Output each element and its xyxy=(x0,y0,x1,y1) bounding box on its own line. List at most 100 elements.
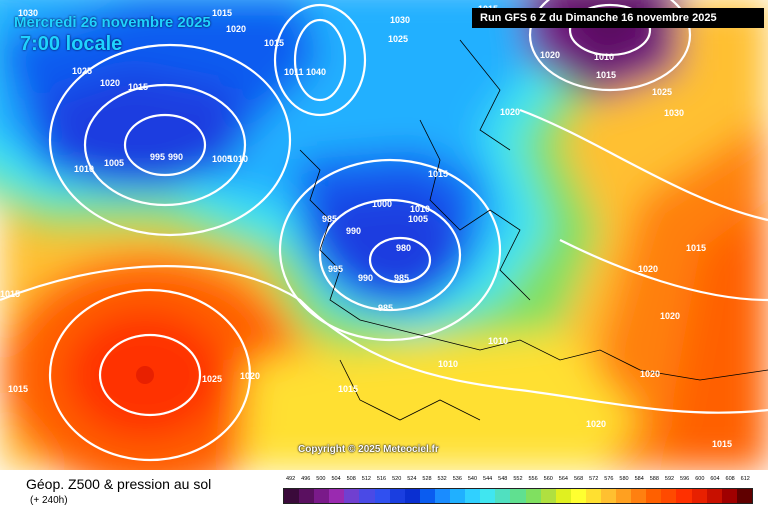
scale-tick-label: 608 xyxy=(725,476,735,482)
scale-color-swatch xyxy=(631,489,647,503)
isobar-label: 1015 xyxy=(264,38,284,48)
footer: Géop. Z500 & pression au sol (+ 240h) 49… xyxy=(0,470,768,512)
isobar-label: 1015 xyxy=(212,8,232,18)
scale-color-swatch xyxy=(721,489,737,503)
isobar-label: 995 xyxy=(328,264,343,274)
copyright: Copyright © 2025 Meteociel.fr xyxy=(298,444,439,455)
scale-tick-label: 524 xyxy=(407,476,417,482)
scale-tick-label: 508 xyxy=(346,476,356,482)
scale-color-swatch xyxy=(600,489,617,503)
color-scale-legend: 492 496 500 504 508 512 516 520 524 528 532 536 540 5… xyxy=(283,476,753,510)
scale-tick-label: 500 xyxy=(316,476,326,482)
isobar-label: 980 xyxy=(396,243,411,253)
isobar-label: 1030 xyxy=(390,15,410,25)
scale-tick-label: 596 xyxy=(680,476,690,482)
scale-color-swatch xyxy=(510,489,526,503)
scale-tick-label: 612 xyxy=(740,476,750,482)
scale-tick-label: 568 xyxy=(573,476,584,482)
isobar-label: 1020 xyxy=(226,24,246,34)
isobar-labels: 1030 1015 1020 1025 1015 1020 1015 1011 … xyxy=(0,4,732,449)
scale-color-swatch xyxy=(389,489,405,503)
scale-tick-label: 496 xyxy=(301,476,311,482)
isobar-label: 990 xyxy=(358,273,373,283)
scale-color-swatch xyxy=(691,489,707,503)
coastlines xyxy=(299,39,768,421)
scale-tick-label: 572 xyxy=(589,476,599,482)
scale-color-swatch xyxy=(540,489,556,503)
isobar-label: 1030 xyxy=(18,8,38,18)
scale-color-swatch xyxy=(646,489,662,503)
isobar-label: 1030 xyxy=(664,108,684,118)
scale-color-swatch xyxy=(676,489,692,503)
isobar-label: 990 xyxy=(168,152,183,162)
scale-color-swatch xyxy=(570,489,586,503)
run-banner: Run GFS 6 Z du Dimanche 16 novembre 2025 xyxy=(472,8,764,28)
isobar-label: 1015 xyxy=(712,439,732,449)
scale-color-swatch xyxy=(555,489,571,503)
isobar-label: 1015 xyxy=(128,82,148,92)
isobar-label: 1005 xyxy=(408,214,428,224)
isobar-label: 1010 xyxy=(438,359,458,369)
isobar-label: 1000 xyxy=(372,199,392,209)
scale-tick-label: 556 xyxy=(528,476,538,482)
scale-color-swatch xyxy=(661,489,677,503)
isobars xyxy=(0,0,768,460)
isobar-label: 1005 xyxy=(104,158,124,168)
isobar-label: 1040 xyxy=(306,67,326,77)
isobar-label: 1025 xyxy=(72,66,92,76)
isobar-label: 1010 xyxy=(594,52,614,62)
scale-tick-label: 560 xyxy=(543,476,553,482)
isobar-label: 985 xyxy=(378,303,393,313)
isobar-label: 1020 xyxy=(100,78,120,88)
scale-color-swatch xyxy=(616,489,632,503)
isobar-label: 990 xyxy=(346,226,361,236)
scale-tick-label: 564 xyxy=(558,476,568,482)
isobar-label: 1025 xyxy=(202,374,222,384)
isobar-label: 1020 xyxy=(500,107,520,117)
scale-tick-label: 584 xyxy=(634,476,644,482)
isobar-label: 1015 xyxy=(686,243,706,253)
isobar-label: 985 xyxy=(322,214,337,224)
isobar-label: 1010 xyxy=(488,336,508,346)
scale-tick-label: 536 xyxy=(452,476,462,482)
isobar-label: 1020 xyxy=(640,369,660,379)
isobar-label: 1015 xyxy=(8,384,28,394)
scale-tick-label: 592 xyxy=(664,476,675,482)
scale-color-swatch xyxy=(585,489,601,503)
weather-map: 1030 1015 1020 1025 1015 1020 1015 1011 … xyxy=(0,0,768,470)
scale-color-swatch xyxy=(434,489,451,503)
high-center-marker xyxy=(136,366,154,384)
isobar-label: 1015 xyxy=(0,289,20,299)
forecast-time: 7:00 locale xyxy=(20,33,123,55)
scale-color-swatch xyxy=(359,489,375,503)
scale-color-swatch xyxy=(450,489,466,503)
scale-color-swatch xyxy=(495,489,511,503)
scale-color-swatch xyxy=(404,489,420,503)
scale-tick-label: 604 xyxy=(710,476,720,482)
isobar-label: 1015 xyxy=(338,384,358,394)
isobar-label: 1015 xyxy=(428,169,448,179)
scale-color-swatch xyxy=(284,489,300,503)
scale-color-swatch xyxy=(344,489,360,503)
scale-color-bar xyxy=(283,488,753,504)
isobar-label: 1025 xyxy=(388,34,408,44)
scale-color-swatch xyxy=(706,489,722,503)
scale-tick-label: 580 xyxy=(619,476,629,482)
isobar-label: 1010 xyxy=(228,154,248,164)
isobar-label: 1020 xyxy=(240,371,260,381)
scale-tick-label: 528 xyxy=(422,476,432,482)
scale-color-swatch xyxy=(465,489,481,503)
scale-tick-label: 520 xyxy=(392,476,402,482)
scale-color-swatch xyxy=(525,489,541,503)
isobar-label: 1010 xyxy=(74,164,94,174)
isobar-label: 1011 xyxy=(284,67,304,77)
scale-color-swatch xyxy=(374,489,390,503)
scale-tick-label: 548 xyxy=(498,476,508,482)
isobar-label: 985 xyxy=(394,273,409,283)
isobar-label: 1020 xyxy=(540,50,560,60)
scale-color-swatch xyxy=(419,489,435,503)
scale-tick-label: 600 xyxy=(695,476,705,482)
scale-tick-label: 512 xyxy=(361,476,371,482)
forecast-date: Mercredi 26 novembre 2025 xyxy=(14,14,211,31)
scale-tick-label: 492 xyxy=(285,476,296,482)
